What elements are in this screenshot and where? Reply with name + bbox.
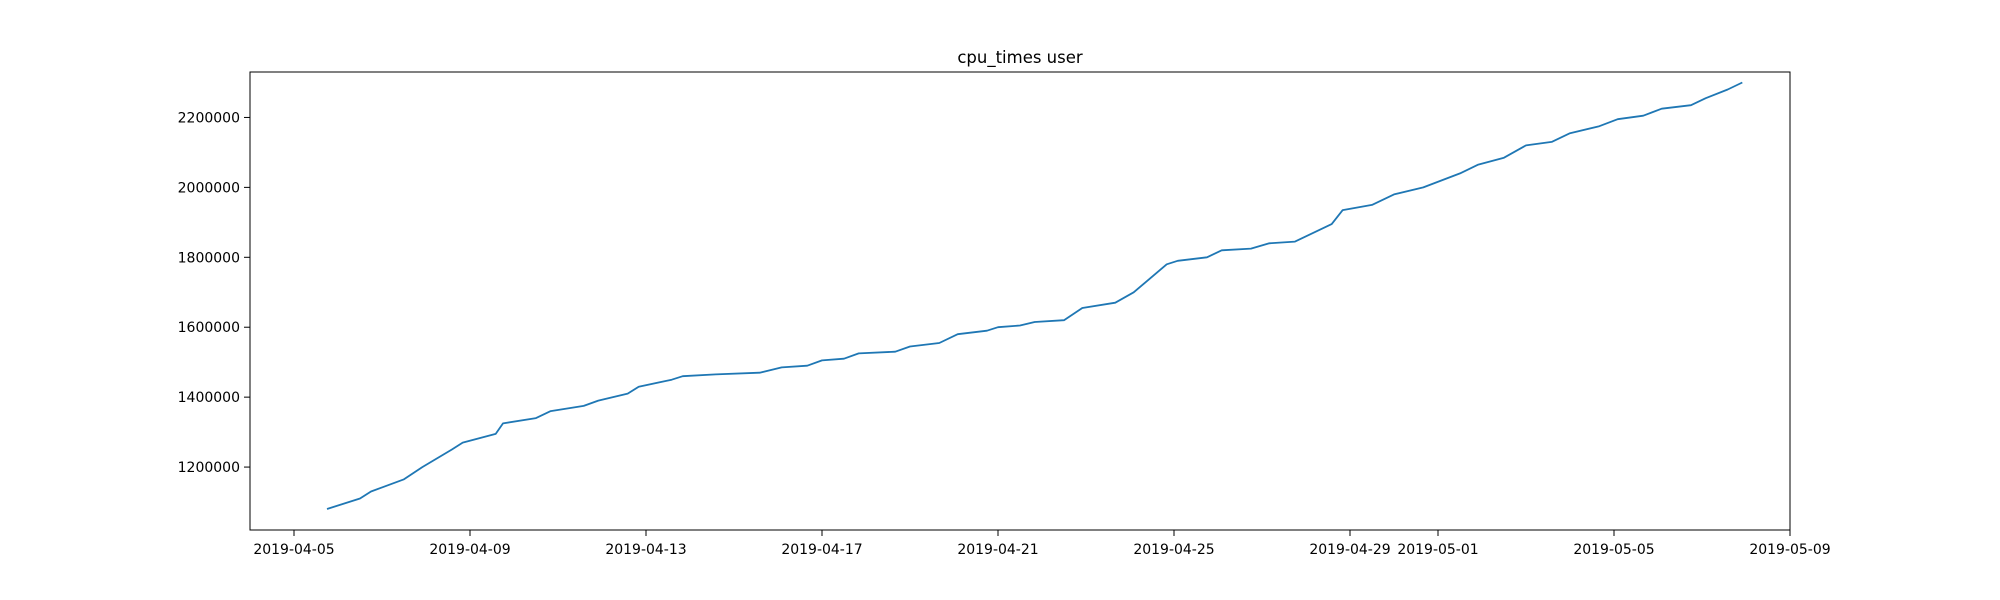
cpu-times-user-line <box>326 81 1743 510</box>
y-tick-label: 1600000 <box>178 320 240 336</box>
y-tick-label: 1200000 <box>178 460 240 476</box>
x-tick-label: 2019-05-05 <box>1573 542 1654 558</box>
x-tick-label: 2019-04-09 <box>429 542 510 558</box>
x-tick-label: 2019-05-09 <box>1749 542 1830 558</box>
x-tick-label: 2019-04-29 <box>1309 542 1390 558</box>
y-axis: 1200000 1400000 1600000 1800000 2000000 22000… <box>178 110 250 476</box>
y-tick-label: 2200000 <box>178 110 240 126</box>
x-tick-label: 2019-04-05 <box>253 542 334 558</box>
x-tick-label: 2019-05-01 <box>1397 542 1478 558</box>
x-tick-label: 2019-04-21 <box>957 542 1038 558</box>
y-tick-label: 2000000 <box>178 180 240 196</box>
x-tick-label: 2019-04-17 <box>781 542 862 558</box>
x-tick-label: 2019-04-25 <box>1133 542 1214 558</box>
x-tick-label: 2019-04-13 <box>605 542 686 558</box>
chart-title: cpu_times user <box>957 48 1083 68</box>
y-tick-label: 1400000 <box>178 390 240 406</box>
plot-frame <box>249 71 1791 531</box>
y-tick-label: 1800000 <box>178 250 240 266</box>
x-axis: 2019-04-05 2019-04-09 2019-04-13 2019-04-17… <box>253 530 1831 558</box>
